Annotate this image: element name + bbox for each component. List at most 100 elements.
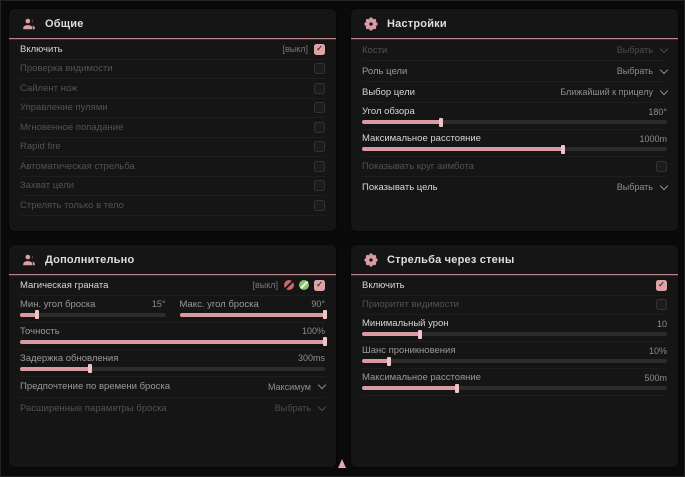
row-label: Роль цели xyxy=(362,65,408,77)
slider-handle[interactable] xyxy=(323,310,327,319)
advanced-throw-dropdown[interactable]: Выбрать xyxy=(275,402,327,413)
row-fov: Угол обзора 180° xyxy=(362,103,667,130)
row-visibility-check[interactable]: Проверка видимости xyxy=(20,60,325,79)
row-visibility-priority[interactable]: Приоритет видимости xyxy=(362,296,667,315)
slider-handle[interactable] xyxy=(454,383,459,393)
show-aimbot-circle-checkbox[interactable] xyxy=(656,160,667,172)
row-label: Предпочтение по времени броска xyxy=(20,381,170,392)
magic-grenade-checkbox[interactable] xyxy=(314,279,325,291)
body-only-checkbox[interactable] xyxy=(314,199,325,211)
panel-title: Стрельба через стены xyxy=(387,254,515,266)
cursor-pointer-icon xyxy=(338,459,346,468)
show-target-dropdown[interactable]: Выбрать xyxy=(617,181,669,192)
wall-max-distance-value: 500m xyxy=(644,372,667,383)
row-label: Магическая граната xyxy=(20,279,109,291)
min-angle-slider[interactable] xyxy=(20,310,166,319)
fov-slider[interactable] xyxy=(362,117,667,127)
target-select-dropdown[interactable]: Ближайший к прицелу xyxy=(560,86,669,97)
row-label: Максимальное расстояние xyxy=(362,133,481,144)
row-enable[interactable]: Включить [выкл] xyxy=(20,40,325,60)
slider-handle[interactable] xyxy=(88,364,93,373)
row-magic-grenade[interactable]: Магическая граната [выкл] xyxy=(20,276,325,296)
row-silent-knife[interactable]: Сайлент нож xyxy=(20,79,325,99)
row-instant-hit[interactable]: Мгновенное попадание xyxy=(20,118,325,138)
panel-additional-rows: Магическая граната [выкл] Мин. угол брос… xyxy=(9,275,336,419)
row-auto-fire[interactable]: Автоматическая стрельба xyxy=(20,157,325,177)
red-slash-icon[interactable] xyxy=(284,280,294,291)
visibility-priority-checkbox[interactable] xyxy=(656,299,667,311)
row-throw-time-preference[interactable]: Предпочтение по времени броска Максимум xyxy=(20,377,327,398)
auto-fire-checkbox[interactable] xyxy=(314,160,325,172)
wallbang-enable-checkbox[interactable] xyxy=(656,279,667,291)
row-penetration-chance: Шанс проникновения 10% xyxy=(362,342,667,369)
row-label: Включить xyxy=(362,279,405,291)
enable-checkbox[interactable] xyxy=(314,43,325,55)
chevron-down-icon xyxy=(317,380,327,390)
accuracy-slider[interactable] xyxy=(20,337,327,346)
row-label: Мин. угол броска xyxy=(20,298,96,310)
row-show-target[interactable]: Показывать цель Выбрать xyxy=(362,177,669,198)
panel-title: Настройки xyxy=(387,18,447,30)
slider-handle[interactable] xyxy=(561,144,566,154)
row-target-lock[interactable]: Захват цели xyxy=(20,177,325,196)
gear-icon xyxy=(364,253,378,267)
penetration-chance-slider[interactable] xyxy=(362,356,667,366)
panel-settings-rows: Кости Выбрать Роль цели Выбрать xyxy=(351,39,678,198)
row-target-role[interactable]: Роль цели Выбрать xyxy=(362,61,669,82)
min-damage-slider[interactable] xyxy=(362,329,667,339)
silent-knife-checkbox[interactable] xyxy=(314,82,325,94)
panel-wallbang: Стрельба через стены Включить Приоритет … xyxy=(351,245,678,467)
row-label: Макс. угол броска xyxy=(179,298,259,310)
row-label: Управление пулями xyxy=(20,102,108,114)
row-target-select[interactable]: Выбор цели Ближайший к прицелу xyxy=(362,82,669,103)
slider-handle[interactable] xyxy=(323,337,327,346)
row-bones[interactable]: Кости Выбрать xyxy=(362,40,669,61)
max-angle-slider[interactable] xyxy=(179,310,327,319)
row-advanced-throw-params[interactable]: Расширенные параметры броска Выбрать xyxy=(20,398,327,419)
max-distance-slider[interactable] xyxy=(362,144,667,154)
min-angle-value: 15° xyxy=(151,299,166,309)
row-bullet-control[interactable]: Управление пулями xyxy=(20,99,325,118)
green-slash-icon[interactable] xyxy=(299,280,309,291)
panel-additional-header: Дополнительно xyxy=(9,245,336,275)
slider-handle[interactable] xyxy=(35,310,40,319)
row-label: Проверка видимости xyxy=(20,63,113,75)
panel-title: Дополнительно xyxy=(45,254,135,266)
slider-handle[interactable] xyxy=(439,117,444,127)
row-label: Шанс проникновения xyxy=(362,345,456,356)
max-angle-value: 90° xyxy=(311,299,325,309)
row-accuracy: Точность 100% xyxy=(20,323,327,350)
target-role-dropdown[interactable]: Выбрать xyxy=(617,65,669,76)
bullet-control-checkbox[interactable] xyxy=(314,102,325,114)
update-delay-slider[interactable] xyxy=(20,364,325,373)
row-show-aimbot-circle[interactable]: Показывать круг аимбота xyxy=(362,157,667,177)
slider-handle[interactable] xyxy=(417,329,422,339)
panel-general-rows: Включить [выкл] Проверка видимости Сайле… xyxy=(9,39,336,216)
panel-settings-header: Настройки xyxy=(351,9,678,39)
target-lock-checkbox[interactable] xyxy=(314,180,325,192)
instant-hit-checkbox[interactable] xyxy=(314,121,325,133)
row-label: Минимальный урон xyxy=(362,318,449,329)
panel-additional: Дополнительно Магическая граната [выкл] … xyxy=(9,245,336,467)
panel-wallbang-header: Стрельба через стены xyxy=(351,245,678,275)
person-icon xyxy=(22,253,36,267)
row-label: Сайлент нож xyxy=(20,82,78,94)
row-min-damage: Минимальный урон 10 xyxy=(362,315,667,342)
row-wallbang-enable[interactable]: Включить xyxy=(362,276,667,296)
row-body-only[interactable]: Стрелять только в тело xyxy=(20,196,325,216)
rapid-fire-checkbox[interactable] xyxy=(314,141,325,153)
slider-handle[interactable] xyxy=(387,356,392,366)
row-label: Кости xyxy=(362,44,388,56)
row-wall-max-distance: Максимальное расстояние 500m xyxy=(362,369,667,396)
row-label: Захват цели xyxy=(20,180,74,192)
throw-time-dropdown[interactable]: Максимум xyxy=(268,380,327,392)
visibility-check-checkbox[interactable] xyxy=(314,63,325,75)
wall-max-distance-slider[interactable] xyxy=(362,383,667,393)
row-rapid-fire[interactable]: Rapid fire xyxy=(20,138,325,157)
panel-settings: Настройки Кости Выбрать Роль цели Выбрат… xyxy=(351,9,678,231)
bones-dropdown[interactable]: Выбрать xyxy=(617,44,669,55)
fov-value: 180° xyxy=(648,106,667,117)
row-label: Rapid fire xyxy=(20,141,61,153)
row-update-delay: Задержка обновления 300ms xyxy=(20,350,325,377)
